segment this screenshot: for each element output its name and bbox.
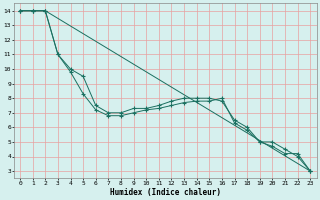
X-axis label: Humidex (Indice chaleur): Humidex (Indice chaleur): [110, 188, 220, 197]
